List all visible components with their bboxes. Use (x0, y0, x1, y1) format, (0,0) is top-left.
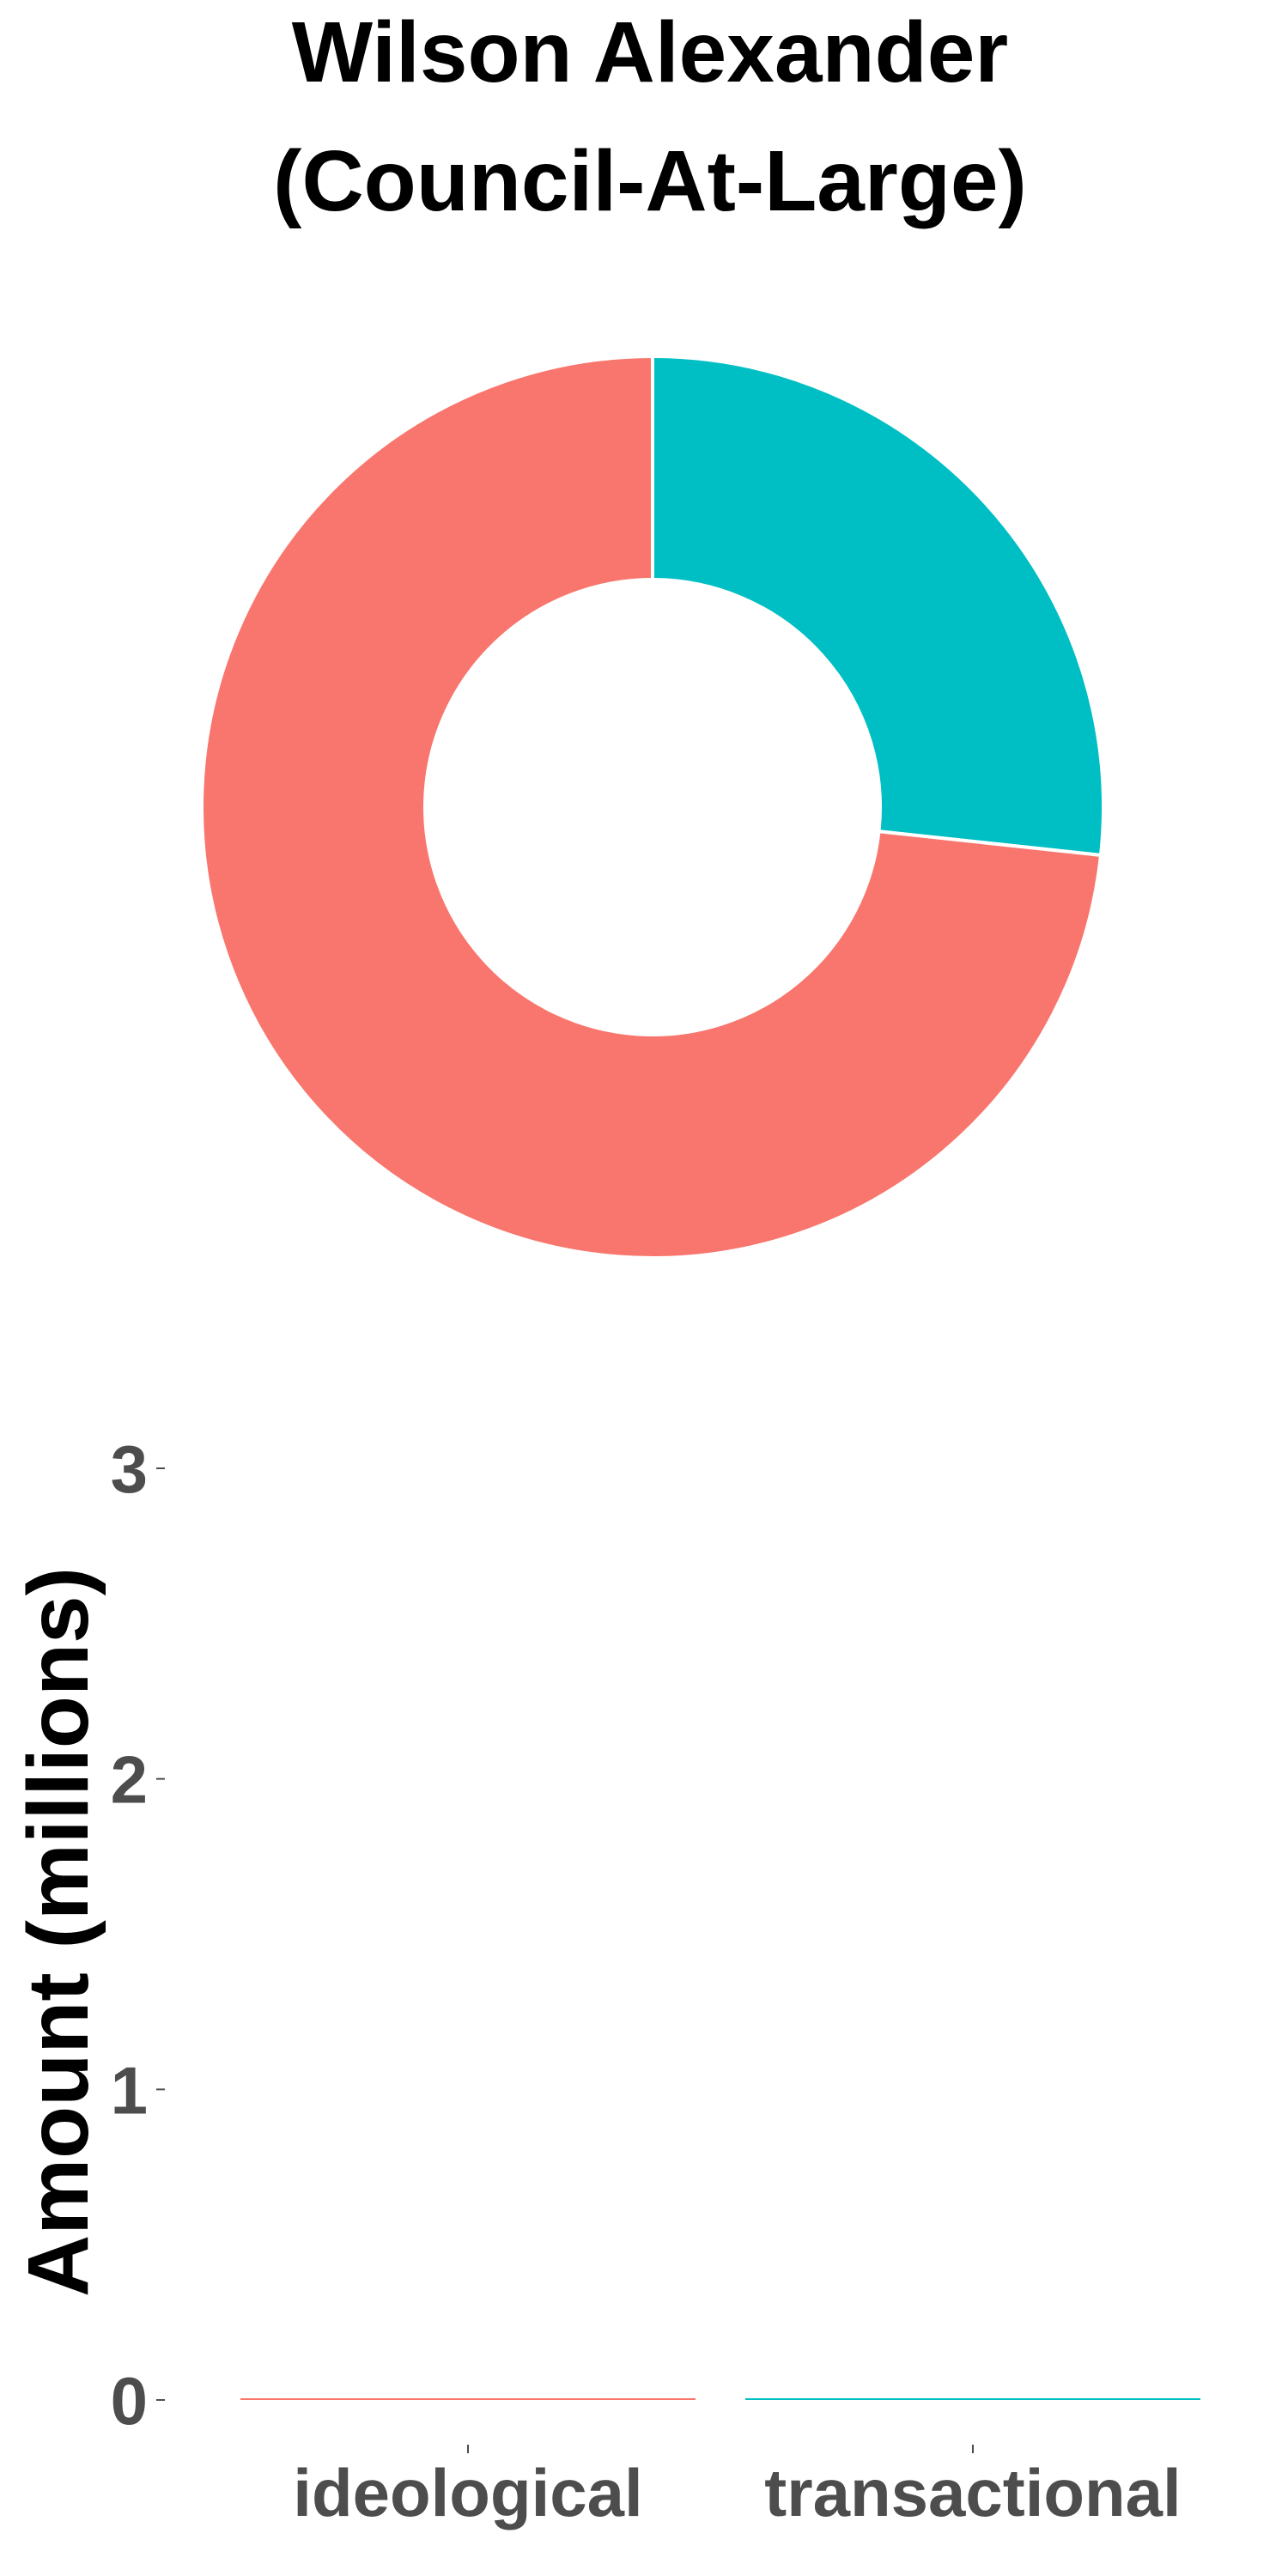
chart-title-line-2: (Council-At-Large) (273, 133, 1027, 229)
y-tick-label: 2 (111, 1742, 148, 1818)
donut-chart (200, 354, 1106, 1260)
bar-ideological (240, 2398, 696, 2400)
donut-slice-ideological (200, 354, 1103, 1260)
chart-title: Wilson Alexander (Council-At-Large) (273, 4, 1027, 229)
x-tick-label-transactional: transactional (764, 2455, 1181, 2530)
y-tick-label: 1 (111, 2052, 148, 2128)
bar-chart: Amount (millions)0 1 2 3 ideological transact… (10, 1431, 1200, 2530)
y-tick-label: 3 (111, 1431, 148, 1507)
donut-slice-transactional (651, 354, 1106, 858)
x-tick-label-ideological: ideological (293, 2455, 642, 2530)
y-tick-label: 0 (111, 2363, 148, 2439)
chart-title-line-1: Wilson Alexander (292, 4, 1008, 100)
y-axis-title: Amount (millions) (10, 1567, 106, 2297)
bar-transactional (745, 2398, 1200, 2400)
